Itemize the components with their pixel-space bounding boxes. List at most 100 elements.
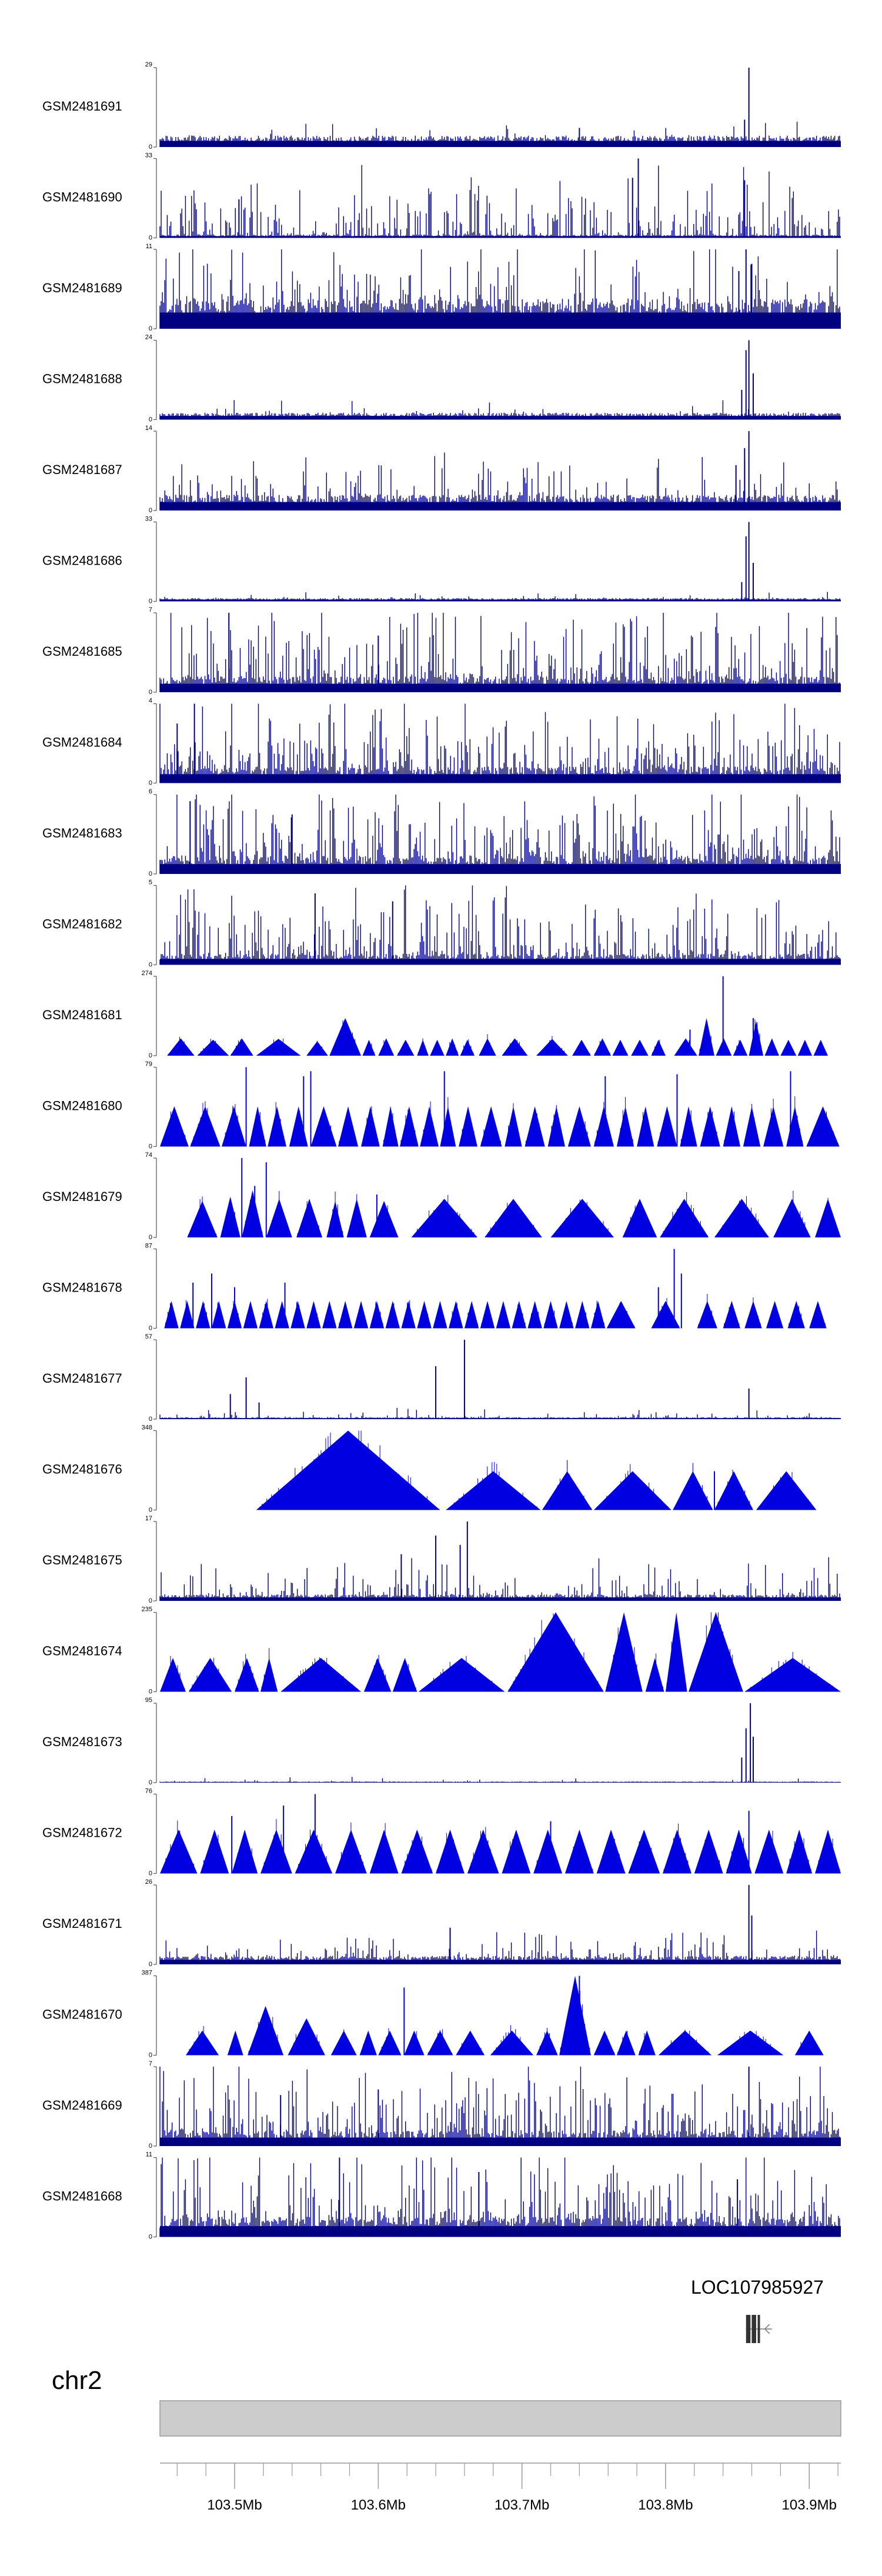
coverage-signal xyxy=(462,1129,475,1147)
coverage-signal xyxy=(706,1612,733,1692)
coverage-baseline xyxy=(160,141,841,147)
coverage-signal xyxy=(615,1045,628,1056)
y-max-label: 87 xyxy=(145,1243,152,1250)
coverage-baseline xyxy=(160,1781,841,1783)
coverage-signal xyxy=(436,1833,462,1874)
coverage-triangle xyxy=(590,1300,606,1329)
gene-model xyxy=(746,2315,772,2343)
coverage-signal xyxy=(528,1312,542,1329)
coverage-signal xyxy=(697,1835,720,1874)
y-max-label: 274 xyxy=(142,970,152,977)
y-max-label: 74 xyxy=(145,1152,152,1159)
coverage-signal xyxy=(727,1838,749,1874)
coverage-signal xyxy=(657,1120,674,1147)
coverage-signal xyxy=(237,1848,257,1874)
track-GSM2481677: GSM2481677 57 0 xyxy=(42,1333,841,1423)
coverage-triangle xyxy=(651,1300,680,1329)
track-label: GSM2481676 xyxy=(42,1462,122,1477)
coverage-triangle xyxy=(714,1199,769,1237)
coverage-signal xyxy=(699,1032,711,1056)
y-min-label: 0 xyxy=(149,870,152,877)
track-label: GSM2481688 xyxy=(42,372,122,386)
coverage-baseline xyxy=(160,236,841,238)
coverage-signal xyxy=(656,1653,664,1692)
coverage-signal xyxy=(445,1097,453,1147)
coverage-triangle xyxy=(259,1300,273,1329)
coverage-signal xyxy=(396,1664,416,1692)
coverage-triangle xyxy=(605,1612,643,1692)
coverage-triangle xyxy=(645,1658,664,1692)
coverage-signal xyxy=(525,1113,540,1147)
coverage-triangle xyxy=(275,1300,289,1329)
coverage-triangle xyxy=(559,1300,574,1329)
track-GSM2481691: GSM2481691 29 0 xyxy=(42,61,841,151)
track-GSM2481690: GSM2481690 33 0 xyxy=(42,152,841,242)
y-max-label: 348 xyxy=(142,1424,152,1432)
coverage-signal xyxy=(225,1200,235,1237)
coverage-signal xyxy=(370,1302,383,1329)
coverage-signal xyxy=(212,1302,218,1329)
y-max-label: 387 xyxy=(142,1970,152,1977)
coverage-signal xyxy=(663,1823,691,1874)
coverage-triangle xyxy=(606,1300,636,1329)
coverage-signal xyxy=(159,613,840,692)
coverage-triangle xyxy=(480,1106,502,1147)
coverage-triangle xyxy=(436,1829,465,1874)
coverage-triangle xyxy=(256,1430,440,1510)
coverage-signal xyxy=(263,1819,282,1874)
coverage-signal xyxy=(336,1822,364,1874)
coverage-signal xyxy=(491,2025,530,2056)
coverage-signal xyxy=(297,1110,308,1147)
coverage-signal xyxy=(189,1657,219,1692)
track-GSM2481672: GSM2481672 76 0 xyxy=(42,1788,841,1877)
coverage-triangle xyxy=(794,2030,824,2056)
coverage-triangle xyxy=(663,1829,691,1874)
coverage-signal xyxy=(246,1307,250,1329)
coverage-signal xyxy=(677,1040,694,1056)
coverage-signal xyxy=(433,1047,442,1056)
coverage-triangle xyxy=(456,2030,485,2056)
coverage-signal xyxy=(252,1107,266,1147)
track-GSM2481674: GSM2481674 235 0 xyxy=(42,1606,841,1696)
track-GSM2481680: GSM2481680 79 0 xyxy=(42,1061,840,1150)
coverage-signal xyxy=(262,1299,268,1329)
coverage-baseline xyxy=(160,1597,841,1601)
coverage-signal xyxy=(407,1300,410,1329)
coverage-signal xyxy=(446,1461,537,1510)
coverage-signal xyxy=(639,2031,650,2056)
coverage-triangle xyxy=(612,1039,629,1056)
coverage-triangle xyxy=(674,1038,697,1056)
track-label: GSM2481687 xyxy=(42,462,122,477)
coverage-triangle xyxy=(392,1658,417,1692)
y-max-label: 7 xyxy=(149,2060,152,2067)
track-label: GSM2481679 xyxy=(42,1189,122,1204)
coverage-triangle xyxy=(616,2030,636,2056)
coverage-signal xyxy=(427,2029,452,2056)
y-min-label: 0 xyxy=(149,1416,152,1423)
coverage-signal xyxy=(296,1829,329,1874)
coverage-triangle xyxy=(160,1829,198,1874)
coverage-triangle xyxy=(543,1300,558,1329)
coverage-signal xyxy=(552,1199,613,1237)
coverage-signal xyxy=(159,165,840,238)
coverage-signal xyxy=(768,1043,774,1056)
y-min-label: 0 xyxy=(149,962,152,969)
genome-axis: 103.5Mb 103.6Mb 103.7Mb 103.8Mb 103.9Mb xyxy=(160,2462,841,2513)
coverage-triangle xyxy=(813,1039,828,1056)
coverage-triangle xyxy=(815,1829,841,1874)
coverage-signal xyxy=(159,1777,840,1783)
coverage-signal xyxy=(753,1297,761,1329)
axis-tick-label: 103.7Mb xyxy=(495,2497,549,2513)
coverage-signal xyxy=(456,2042,484,2056)
coverage-triangle xyxy=(467,1829,499,1874)
coverage-signal xyxy=(159,1557,840,1601)
track-GSM2481689: GSM2481689 11 0 xyxy=(42,243,841,332)
coverage-triangle xyxy=(717,2030,784,2056)
y-max-label: 24 xyxy=(145,334,152,341)
coverage-signal xyxy=(544,1310,555,1329)
y-max-label: 11 xyxy=(146,2151,152,2158)
coverage-signal xyxy=(781,1049,784,1056)
track-label: GSM2481671 xyxy=(42,1916,122,1931)
coverage-triangle xyxy=(637,1106,654,1147)
gene-annotation-track: LOC107985927 xyxy=(691,2277,824,2343)
